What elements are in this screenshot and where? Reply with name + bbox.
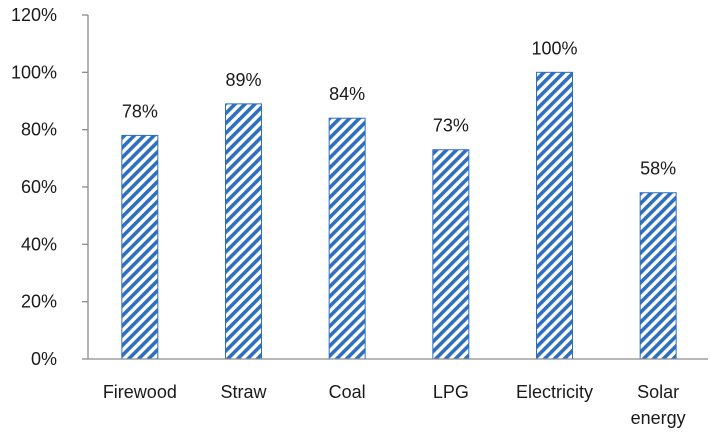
bar	[639, 192, 677, 360]
y-tick-label: 60%	[21, 177, 57, 197]
bar	[432, 149, 470, 360]
bar	[536, 71, 573, 360]
y-tick-label: 40%	[21, 234, 57, 254]
y-tick-label: 80%	[21, 120, 57, 140]
labels-group: 78% Firewood 89% Straw 84% Coal 73% LPG 100% Elec…	[11, 5, 686, 428]
data-label: 78%	[122, 101, 158, 121]
y-tick-label: 100%	[11, 62, 57, 82]
data-label: 73%	[433, 116, 469, 136]
bar	[121, 134, 159, 360]
category-label: Straw	[220, 382, 267, 402]
y-tick-label: 120%	[11, 5, 57, 25]
category-label: Solar	[637, 382, 679, 402]
y-tick-label: 20%	[21, 292, 57, 312]
y-tick-label: 0%	[31, 349, 57, 369]
bars-group	[121, 71, 677, 360]
bar	[225, 103, 262, 360]
category-label: Firewood	[103, 382, 177, 402]
category-label: energy	[631, 408, 686, 428]
category-label: Coal	[329, 382, 366, 402]
data-label: 84%	[329, 84, 365, 104]
data-label: 100%	[531, 38, 577, 58]
bar	[328, 117, 366, 360]
category-label: Electricity	[516, 382, 593, 402]
category-label: LPG	[433, 382, 469, 402]
axes-group	[82, 14, 708, 360]
data-label: 58%	[640, 159, 676, 179]
data-label: 89%	[225, 70, 261, 90]
